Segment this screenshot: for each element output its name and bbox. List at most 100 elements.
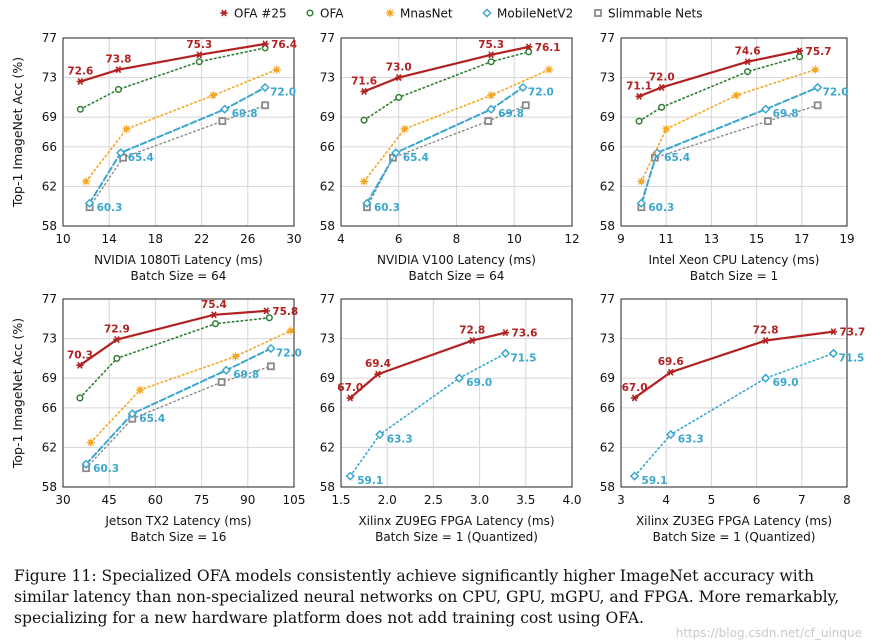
- y-axis-label-row-1: Top-1 ImageNet Acc (%): [10, 57, 25, 208]
- panel-4-xtick-label: 75: [194, 493, 209, 507]
- panel-4-data-label: 60.3: [93, 463, 119, 475]
- panel-5-ytick-label: 62: [320, 440, 335, 454]
- panel-5-ytick-label: 73: [320, 332, 335, 346]
- panel-4-data-label: 75.8: [272, 306, 298, 318]
- panel-1-series-line-mnasnet: [85, 68, 278, 183]
- panel-3-ytick-label: 73: [600, 71, 615, 85]
- legend-entry-mobilenetv2: MobileNetV2: [482, 7, 573, 21]
- panel-4-data-label: 72.9: [104, 324, 130, 336]
- panel-2-ytick-label: 62: [320, 179, 335, 193]
- panel-5-data-label: 71.5: [510, 352, 536, 364]
- panel-5: 58 62 66 69 73 77 1.5 2.0 2.5 3.0 3.5 4.0 Xilinx ZU9…: [320, 292, 582, 544]
- panel-2-point-slimmable-nets: [484, 117, 493, 126]
- panel-2-xtick-label: 8: [453, 232, 461, 246]
- panel-4: 58 62 66 69 73 77 30 45 60 75 90 105 Jetson TX2 Late…: [42, 292, 306, 544]
- panel-2-subtitle: Batch Size = 64: [409, 269, 505, 283]
- panel-1-point-slimmable-nets: [261, 101, 270, 110]
- watermark-text: https://blog.csdn.net/cf_uinque: [675, 626, 862, 640]
- panel-3-data-label: 69.8: [773, 108, 799, 120]
- panel-6-ytick-label: 73: [600, 332, 615, 346]
- panel-5-point-ofa-25: [374, 370, 382, 378]
- panel-3-point-mnasnet: [732, 91, 741, 100]
- panel-1-ytick-label: 66: [42, 140, 57, 154]
- panel-6-x-axis-label: Xilinx ZU3EG FPGA Latency (ms): [636, 514, 832, 528]
- panel-4-point-ofa-25: [76, 361, 84, 369]
- panel-3-xtick-label: 15: [749, 232, 764, 246]
- panel-3-data-label: 72.0: [649, 71, 675, 83]
- panel-1-data-label: 65.4: [128, 152, 154, 164]
- panel-4-data-label: 75.4: [201, 299, 227, 311]
- panel-1-subtitle: Batch Size = 64: [131, 269, 227, 283]
- panel-6-subtitle: Batch Size = 1 (Quantized): [653, 530, 816, 544]
- panel-4-point-ofa: [211, 320, 220, 328]
- panel-4-xtick-label: 90: [240, 493, 255, 507]
- panel-3-point-mnasnet: [811, 65, 820, 74]
- panel-2-data-label: 65.4: [403, 152, 429, 164]
- panel-3-ytick-label: 77: [600, 31, 615, 45]
- panel-3-xtick-label: 17: [794, 232, 809, 246]
- panel-2-xtick-label: 10: [507, 232, 522, 246]
- panel-1-x-axis-label: NVIDIA 1080Ti Latency (ms): [94, 253, 263, 267]
- panel-2-data-label: 69.8: [498, 108, 524, 120]
- panel-1-ytick-label: 73: [42, 71, 57, 85]
- panel-4-point-mobilenetv2: [221, 365, 231, 375]
- panel-2-point-ofa: [525, 48, 533, 56]
- panel-5-point-ofa-25: [501, 329, 510, 337]
- panel-6-data-label: 71.5: [838, 352, 864, 364]
- panel-4-ytick-label: 73: [42, 332, 57, 346]
- legend-label-mobilenetv2: MobileNetV2: [497, 7, 573, 21]
- panel-1-point-ofa: [195, 58, 203, 66]
- panel-5-subtitle: Batch Size = 1 (Quantized): [375, 530, 538, 544]
- panel-3-data-label: 71.1: [626, 80, 652, 92]
- panel-5-point-mobilenetv2: [454, 373, 464, 383]
- panel-1-point-ofa: [76, 105, 84, 113]
- panel-1-xtick-label: 22: [194, 232, 209, 246]
- caption-label: Figure 11:: [14, 567, 97, 585]
- panel-2-data-label: 60.3: [374, 202, 400, 214]
- panel-2-point-mnasnet: [486, 91, 496, 100]
- panel-4-ytick-label: 58: [42, 480, 57, 494]
- panel-2-series-line-ofa: [363, 51, 530, 121]
- legend-label-slimmable-nets: Slimmable Nets: [608, 7, 702, 21]
- panel-2-point-mnasnet: [544, 65, 554, 74]
- panel-1-point-mnasnet: [208, 91, 218, 100]
- panel-4-xtick-label: 30: [55, 493, 70, 507]
- panel-4-point-mobilenetv2: [266, 343, 276, 354]
- panel-4-series-line-ofa: [79, 316, 271, 399]
- panel-4-ytick-label: 66: [42, 401, 57, 415]
- panel-3-xtick-label: 11: [659, 232, 674, 246]
- panel-2-point-slimmable-nets: [389, 153, 397, 162]
- panel-5-data-label: 63.3: [387, 434, 413, 446]
- panel-1-frame: [62, 37, 295, 227]
- panel-3-series-line-mnasnet: [640, 68, 817, 183]
- panel-3-series-line-ofa-25: [637, 49, 801, 98]
- legend-entry-slimmable-nets: Slimmable Nets: [594, 7, 702, 21]
- panel-1-point-ofa-25: [114, 66, 123, 74]
- legend-marker-ofa-25: [220, 9, 228, 17]
- panel-3-point-mobilenetv2: [812, 82, 823, 93]
- legend-label-ofa-25: OFA #25: [234, 7, 287, 21]
- panel-6-xtick-label: 8: [843, 493, 851, 507]
- panel-4-point-ofa: [265, 314, 273, 322]
- panel-6-data-label: 72.8: [753, 325, 779, 337]
- panel-1-series-line-mobilenetv2: [88, 86, 267, 205]
- panel-2-xtick-label: 6: [395, 232, 403, 246]
- panel-1-data-label: 73.8: [105, 54, 131, 66]
- panel-6-xtick-label: 3: [617, 493, 625, 507]
- panel-6-frame: [620, 298, 848, 488]
- panel-4-data-label: 69.8: [233, 369, 259, 381]
- panel-2-data-label: 75.3: [478, 39, 504, 51]
- panel-1-data-label: 72.0: [270, 86, 296, 98]
- panel-1-xtick-label: 30: [286, 232, 301, 246]
- panel-6: 58 62 66 69 73 77 3 4 5 6 7 8 Xilinx ZU3EG FPGA Late…: [600, 292, 866, 544]
- panel-6-point-mobilenetv2: [666, 429, 676, 440]
- panel-3-ytick-label: 66: [600, 140, 615, 154]
- panel-4-ytick-label: 62: [42, 440, 57, 454]
- panel-3-point-ofa: [658, 103, 666, 111]
- panel-3-point-ofa-25: [795, 47, 804, 55]
- panel-5-xtick-label: 2.5: [424, 493, 443, 507]
- panel-6-point-mobilenetv2: [629, 471, 640, 481]
- panel-2-point-mobilenetv2: [486, 104, 496, 114]
- figure-panels: Top-1 ImageNet Acc (%) Top-1 ImageNet Acc…: [10, 31, 866, 544]
- panel-2-xtick-label: 4: [337, 232, 345, 246]
